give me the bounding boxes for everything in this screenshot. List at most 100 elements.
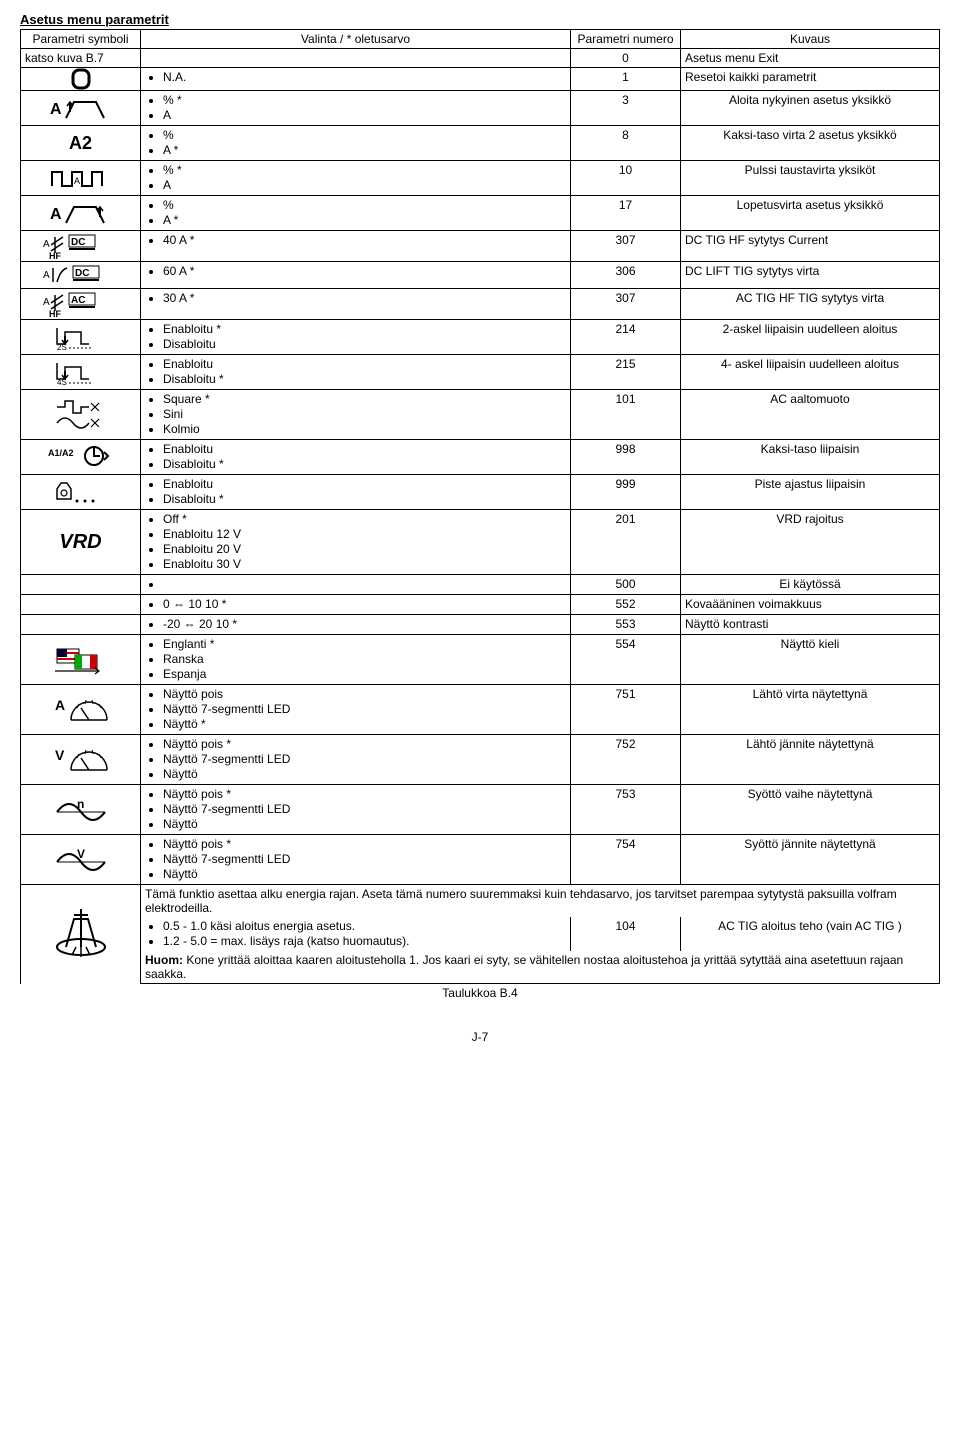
- row5-v1: A *: [163, 213, 566, 228]
- zero-icon: [21, 68, 141, 91]
- row5-desc: Lopetusvirta asetus yksikkö: [681, 196, 940, 231]
- 4s-trigger-icon: 4S: [21, 355, 141, 390]
- row11-v0: Square *: [163, 392, 566, 407]
- svg-text:V: V: [77, 847, 85, 861]
- meter-a-icon: A: [21, 685, 141, 735]
- page-number: J-7: [20, 1030, 940, 1044]
- row6-desc: DC TIG HF sytytys Current: [681, 231, 940, 262]
- row20-num: 752: [571, 735, 681, 785]
- row18-v1: Ranska: [163, 652, 566, 667]
- pulse-icon: A: [21, 161, 141, 196]
- vrd-icon: VRD: [21, 510, 141, 575]
- row1-num: 1: [571, 68, 681, 91]
- row11-num: 101: [571, 390, 681, 440]
- row19-v2: Näyttö *: [163, 717, 566, 732]
- 2s-trigger-icon: 2S: [21, 320, 141, 355]
- row9-num: 214: [571, 320, 681, 355]
- row7-v0: 60 A *: [163, 264, 566, 279]
- footer-note: Huom: Kone yrittää aloittaa kaaren aloit…: [141, 951, 940, 984]
- row14-v1: Enabloitu 12 V: [163, 527, 566, 542]
- row4-v0: % *: [163, 163, 566, 178]
- sine-v-icon: V: [21, 835, 141, 885]
- row15-num: 500: [571, 575, 681, 595]
- footer-b2: 1.2 - 5.0 = max. lisäys raja (katso huom…: [163, 934, 566, 949]
- row5-num: 17: [571, 196, 681, 231]
- electrode-icon: [21, 885, 141, 984]
- svg-text:n: n: [77, 797, 84, 811]
- svg-text:HF: HF: [49, 309, 61, 319]
- row8-num: 307: [571, 289, 681, 320]
- row13-num: 999: [571, 475, 681, 510]
- row2-v0: % *: [163, 93, 566, 108]
- end-current-icon: A: [21, 196, 141, 231]
- row14-v2: Enabloitu 20 V: [163, 542, 566, 557]
- row5-v0: %: [163, 198, 566, 213]
- row9-desc: 2-askel liipaisin uudelleen aloitus: [681, 320, 940, 355]
- footer-p1: Tämä funktio asettaa alku energia rajan.…: [141, 885, 940, 918]
- sine-n-icon: n: [21, 785, 141, 835]
- row10-v1: Disabloitu *: [163, 372, 566, 387]
- row22-num: 754: [571, 835, 681, 885]
- row13-v1: Disabloitu *: [163, 492, 566, 507]
- svg-text:HF: HF: [49, 251, 61, 261]
- bilevel-icon: A1/A2: [21, 440, 141, 475]
- row3-desc: Kaksi-taso virta 2 asetus yksikkö: [681, 126, 940, 161]
- col-header-symbol: Parametri symboli: [21, 30, 141, 49]
- svg-text:A: A: [43, 239, 50, 250]
- row16-num: 552: [571, 595, 681, 615]
- dc-hf-icon: A DC HF: [21, 231, 141, 262]
- row10-v0: Enabloitu: [163, 357, 566, 372]
- row22-v0: Näyttö pois *: [163, 837, 566, 852]
- svg-text:A1/A2: A1/A2: [48, 448, 74, 458]
- row21-num: 753: [571, 785, 681, 835]
- row13-v0: Enabloitu: [163, 477, 566, 492]
- svg-text:2S: 2S: [57, 343, 67, 352]
- col-header-kuvaus: Kuvaus: [681, 30, 940, 49]
- row13-desc: Piste ajastus liipaisin: [681, 475, 940, 510]
- svg-text:DC: DC: [71, 237, 85, 248]
- row18-v0: Englanti *: [163, 637, 566, 652]
- row4-num: 10: [571, 161, 681, 196]
- row20-v1: Näyttö 7-segmentti LED: [163, 752, 566, 767]
- svg-text:AC: AC: [71, 295, 85, 306]
- start-current-icon: A: [21, 91, 141, 126]
- svg-text:A: A: [55, 697, 65, 713]
- row2-desc: Aloita nykyinen asetus yksikkö: [681, 91, 940, 126]
- row12-desc: Kaksi-taso liipaisin: [681, 440, 940, 475]
- row12-v1: Disabloitu *: [163, 457, 566, 472]
- row2-num: 3: [571, 91, 681, 126]
- svg-text:A: A: [43, 297, 50, 308]
- table-caption: Taulukkoa B.4: [20, 986, 940, 1000]
- col-header-valinta: Valinta / * oletusarvo: [141, 30, 571, 49]
- row3-v1: A *: [163, 143, 566, 158]
- row4-desc: Pulssi taustavirta yksiköt: [681, 161, 940, 196]
- col-header-numero: Parametri numero: [571, 30, 681, 49]
- row3-num: 8: [571, 126, 681, 161]
- row14-num: 201: [571, 510, 681, 575]
- row19-v1: Näyttö 7-segmentti LED: [163, 702, 566, 717]
- dc-lift-icon: ADC: [21, 262, 141, 289]
- row7-num: 306: [571, 262, 681, 289]
- parameter-table: Parametri symboli Valinta / * oletusarvo…: [20, 29, 940, 984]
- row21-desc: Syöttö vaihe näytettynä: [681, 785, 940, 835]
- flags-icon: [21, 635, 141, 685]
- row2-v1: A: [163, 108, 566, 123]
- row17-desc: Näyttö kontrasti: [681, 615, 940, 635]
- row17-num: 553: [571, 615, 681, 635]
- row16-desc: Kovaääninen voimakkuus: [681, 595, 940, 615]
- row18-v2: Espanja: [163, 667, 566, 682]
- row20-v0: Näyttö pois *: [163, 737, 566, 752]
- svg-text:A: A: [74, 176, 80, 186]
- row11-v2: Kolmio: [163, 422, 566, 437]
- row12-num: 998: [571, 440, 681, 475]
- row19-v0: Näyttö pois: [163, 687, 566, 702]
- row12-v0: Enabloitu: [163, 442, 566, 457]
- row10-num: 215: [571, 355, 681, 390]
- row8-desc: AC TIG HF TIG sytytys virta: [681, 289, 940, 320]
- row19-desc: Lähtö virta näytettynä: [681, 685, 940, 735]
- row22-v2: Näyttö: [163, 867, 566, 882]
- row21-v0: Näyttö pois *: [163, 787, 566, 802]
- row16-v0: 0 ⇔ 10 10 *: [163, 597, 566, 612]
- row22-v1: Näyttö 7-segmentti LED: [163, 852, 566, 867]
- svg-text:V: V: [55, 747, 65, 763]
